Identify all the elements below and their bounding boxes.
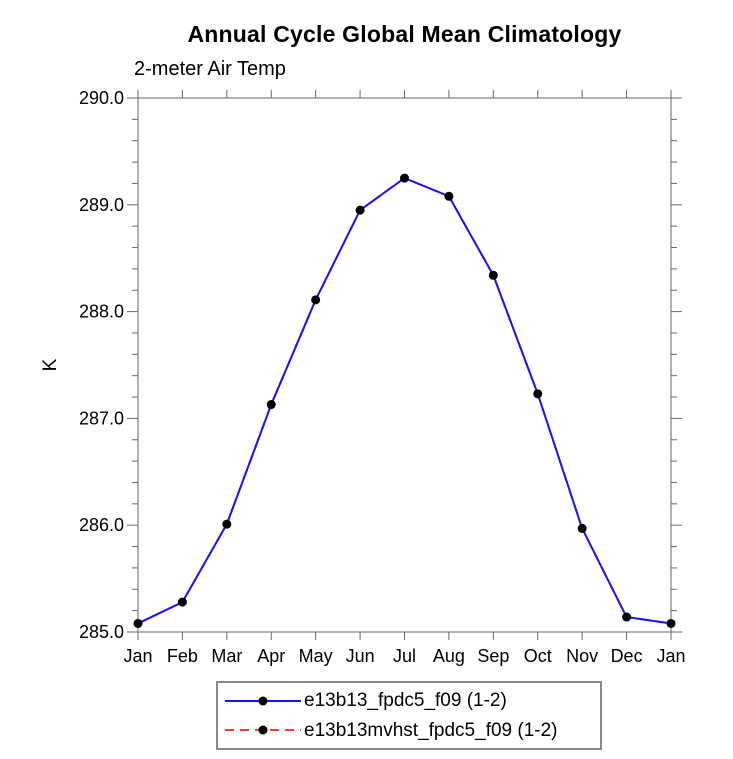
legend-dashed-line-icon [225, 725, 301, 735]
legend-entry-dashed: e13b13mvhst_fpdc5_f09 (1-2) [218, 718, 600, 742]
data-point-marker [177, 597, 187, 607]
data-point-marker [266, 400, 276, 410]
y-tick-label: 287.0 [79, 408, 124, 428]
x-tick-label: Oct [524, 646, 552, 666]
series-line-solid [137, 176, 672, 625]
data-point-marker [311, 295, 321, 305]
y-tick-label: 288.0 [79, 302, 124, 322]
series-line-dashed [137, 176, 672, 625]
data-point-marker [622, 612, 632, 622]
chart-title: Annual Cycle Global Mean Climatology [187, 21, 622, 47]
chart-subtitle: 2-meter Air Temp [134, 58, 286, 80]
x-tick-label: Feb [167, 646, 198, 666]
legend-entry-solid: e13b13_fpdc5_f09 (1-2) [218, 689, 600, 713]
data-point-marker [400, 173, 409, 183]
y-tick-label: 286.0 [79, 515, 124, 535]
x-tick-label: May [299, 646, 333, 666]
data-point-marker [488, 270, 498, 280]
y-tick-label: 290.0 [79, 88, 124, 108]
x-tick-label: Aug [433, 646, 465, 666]
data-point-marker [577, 523, 587, 533]
x-tick-label: Jan [123, 646, 152, 666]
data-point-marker [222, 519, 232, 529]
data-point-marker [533, 389, 543, 399]
data-point-marker [444, 191, 454, 201]
x-tick-label: Jun [346, 646, 375, 666]
y-tick-label: 289.0 [79, 195, 124, 215]
x-tick-label: Dec [611, 646, 643, 666]
x-tick-label: Mar [211, 646, 242, 666]
x-tick-label: Sep [477, 646, 509, 666]
data-point-marker [133, 618, 143, 628]
x-tick-label: Jan [656, 646, 685, 666]
data-point-marker [355, 205, 365, 215]
legend-solid-line-icon [225, 696, 301, 706]
y-tick-label: 285.0 [79, 622, 124, 642]
data-point-marker [666, 618, 676, 628]
x-tick-label: Jul [393, 646, 416, 666]
legend-label: e13b13_fpdc5_f09 (1-2) [304, 690, 507, 712]
x-tick-label: Nov [566, 646, 598, 666]
legend-label: e13b13mvhst_fpdc5_f09 (1-2) [304, 719, 558, 741]
x-tick-label: Apr [257, 646, 285, 666]
legend-box: e13b13_fpdc5_f09 (1-2) e13b13mvhst_fpdc5… [216, 681, 602, 750]
